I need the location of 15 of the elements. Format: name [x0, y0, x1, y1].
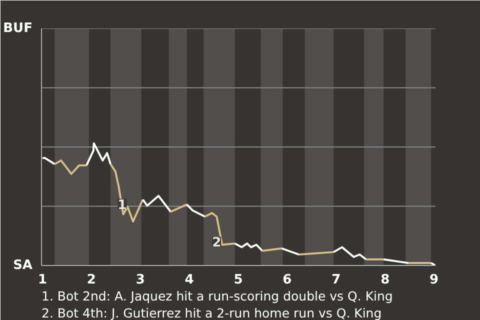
annotation: 1 — [118, 198, 127, 213]
x-tick-label: 3 — [136, 272, 145, 288]
text: SA — [13, 258, 33, 273]
x-tick-label: 6 — [282, 272, 292, 288]
x-tick-label: 8 — [380, 272, 390, 288]
x-tick-label: 5 — [234, 272, 243, 288]
text: BUF — [3, 21, 33, 36]
text: 1. Bot 2nd: A. Jaquez hit a run-scoring double vs Q. King — [42, 288, 393, 304]
x-tick-label: 4 — [184, 272, 194, 288]
x-tick-label: 2 — [86, 272, 96, 288]
x-tick-label: 9 — [430, 272, 439, 288]
x-tick-label: 7 — [332, 272, 341, 288]
x-tick-label: 1 — [38, 272, 48, 288]
text: 2. Bot 4th: J. Gutierrez hit a 2-run home run vs Q. King — [42, 306, 382, 320]
annotation: 2 — [212, 236, 222, 251]
